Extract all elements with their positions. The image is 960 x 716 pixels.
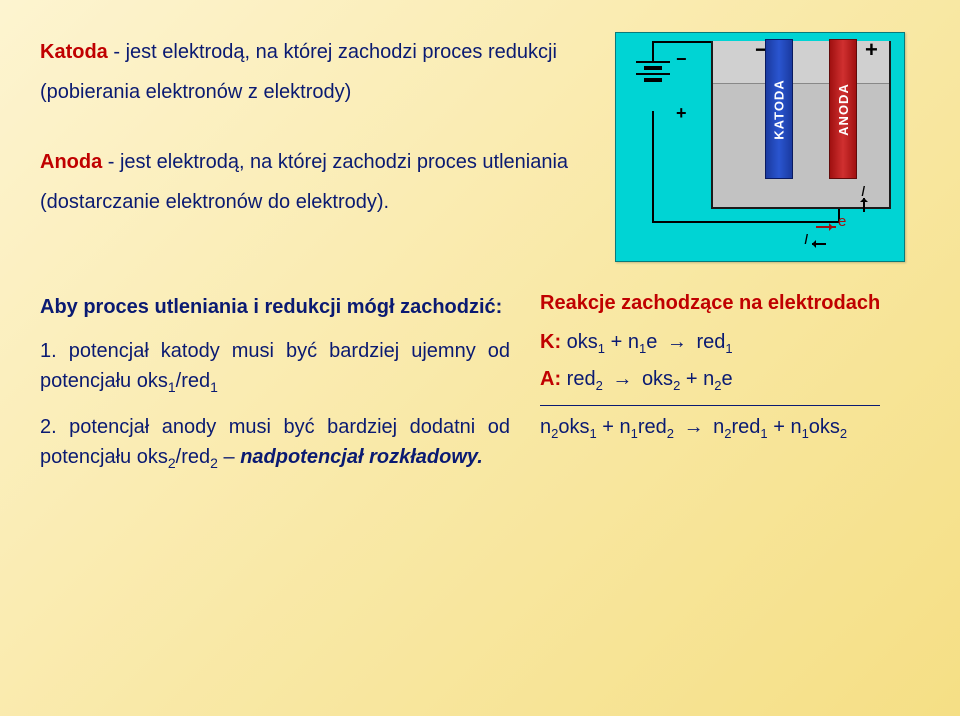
anode: ANODA	[829, 39, 857, 179]
current-arrow-bottom	[812, 243, 826, 245]
reaction-cathode: K: oks1 + n1e → red1	[540, 331, 920, 356]
katoda-definition: Katoda - jest elektrodą, na której zacho…	[40, 32, 580, 112]
anoda-definition: Anoda - jest elektrodą, na której zachod…	[40, 142, 580, 222]
anoda-text: - jest elektrodą, na której zachodzi pro…	[40, 151, 568, 213]
electrolysis-diagram: − + − + KATODA ANODA I e I	[615, 32, 905, 262]
anoda-term: Anoda	[40, 151, 102, 173]
cathode: KATODA	[765, 39, 793, 179]
condition-2: 2. potencjał anody musi być bardziej dod…	[40, 412, 510, 474]
electron-arrow	[816, 226, 836, 228]
current-arrow-top	[863, 198, 865, 212]
battery-icon: − +	[636, 61, 670, 85]
reaction-sum: n2oks1 + n1red2 → n2red1 + n1oks2	[540, 416, 920, 441]
reactions-title: Reakcje zachodzące na elektrodach	[540, 292, 920, 315]
reaction-anode: A: red2 → oks2 + n2e	[540, 368, 920, 393]
katoda-text: - jest elektrodą, na której zachodzi pro…	[40, 41, 557, 103]
anode-sign: +	[865, 37, 878, 63]
battery-plus: +	[676, 103, 687, 124]
conditions-heading: Aby proces utleniania i redukcji mógł za…	[40, 292, 510, 322]
battery-minus: −	[676, 49, 687, 70]
katoda-term: Katoda	[40, 41, 108, 63]
reaction-divider	[540, 405, 880, 406]
condition-1: 1. potencjał katody musi być bardziej uj…	[40, 336, 510, 398]
electron-label: e	[838, 213, 846, 230]
